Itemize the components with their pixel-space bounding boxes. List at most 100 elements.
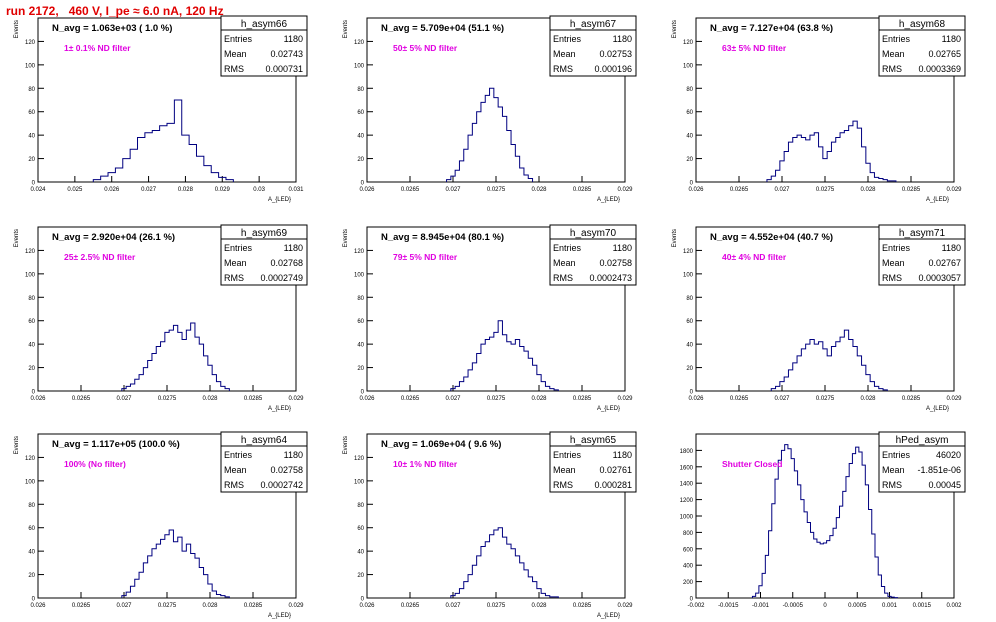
x-tick-label: 0.0265 bbox=[72, 603, 91, 609]
stats-box bbox=[549, 15, 637, 77]
x-tick-label: 0.026 bbox=[359, 396, 375, 402]
x-tick-label: 0.026 bbox=[30, 396, 46, 402]
stats-key: RMS bbox=[553, 64, 573, 74]
x-tick-label: 0.028 bbox=[860, 396, 876, 402]
y-axis-label: Events bbox=[14, 436, 20, 454]
x-tick-label: 0.0285 bbox=[244, 603, 263, 609]
y-tick-label: 20 bbox=[686, 366, 693, 372]
stats-key: Entries bbox=[882, 243, 911, 253]
x-tick-label: 0.029 bbox=[215, 187, 231, 193]
stats-value: 1180 bbox=[613, 243, 632, 253]
y-tick-label: 1200 bbox=[680, 498, 694, 504]
x-tick-label: 0.026 bbox=[688, 187, 704, 193]
stats-value: 46020 bbox=[936, 450, 961, 460]
x-tick-label: 0.029 bbox=[617, 603, 633, 609]
x-tick-label: 0.028 bbox=[860, 187, 876, 193]
navg-label: N_avg = 5.709e+04 (51.1 %) bbox=[381, 23, 504, 34]
y-tick-label: 100 bbox=[25, 272, 36, 278]
x-tick-label: -0.0015 bbox=[718, 603, 739, 609]
x-tick-label: 0.028 bbox=[202, 396, 218, 402]
y-tick-label: 120 bbox=[354, 40, 365, 46]
stats-key: RMS bbox=[882, 480, 902, 490]
histogram-series-line bbox=[770, 329, 888, 391]
stats-key: Entries bbox=[882, 450, 911, 460]
stats-value: 0.0003369 bbox=[918, 64, 961, 74]
y-tick-label: 20 bbox=[28, 157, 35, 163]
stats-box bbox=[220, 431, 308, 493]
stats-title: h_asym64 bbox=[241, 435, 288, 446]
stats-key: RMS bbox=[224, 64, 244, 74]
stats-value: 0.02765 bbox=[928, 49, 961, 59]
x-tick-label: 0.002 bbox=[946, 603, 962, 609]
histogram-series-line bbox=[450, 527, 559, 598]
x-axis-label: A_{LED} bbox=[268, 197, 291, 203]
x-tick-label: 0.031 bbox=[288, 187, 304, 193]
stats-key: Entries bbox=[224, 450, 253, 460]
stats-key: RMS bbox=[882, 64, 902, 74]
y-tick-label: 40 bbox=[357, 343, 364, 349]
histogram-series-line bbox=[92, 99, 234, 182]
stats-box bbox=[220, 15, 308, 77]
y-tick-label: 0 bbox=[361, 390, 365, 396]
x-tick-label: 0.0015 bbox=[913, 603, 932, 609]
y-tick-label: 80 bbox=[357, 87, 364, 93]
y-tick-label: 120 bbox=[25, 456, 36, 462]
y-tick-label: 120 bbox=[25, 249, 36, 255]
x-tick-label: 0.0285 bbox=[244, 396, 263, 402]
navg-label: N_avg = 1.069e+04 ( 9.6 %) bbox=[381, 439, 501, 450]
y-tick-label: 200 bbox=[683, 580, 694, 586]
stats-key: RMS bbox=[553, 273, 573, 283]
stats-value: 1180 bbox=[942, 34, 961, 44]
stats-key: Entries bbox=[553, 450, 582, 460]
stats-value: 0.02758 bbox=[599, 258, 632, 268]
x-tick-label: 0.027 bbox=[445, 187, 461, 193]
histogram-panel-h_asym64: 0 20 40 60 80 100 120 0.026 0.0265 0.027 0.0275 0.0… bbox=[14, 431, 308, 619]
histogram-panel-h_asym65: 0 20 40 60 80 100 120 0.026 0.0265 0.027 0.0275 0.0… bbox=[343, 431, 637, 619]
stats-box bbox=[878, 431, 966, 493]
y-tick-label: 120 bbox=[354, 456, 365, 462]
x-tick-label: 0.027 bbox=[774, 187, 790, 193]
stats-key: Mean bbox=[882, 465, 905, 475]
stats-title: h_asym69 bbox=[241, 228, 288, 239]
stats-value: 1180 bbox=[284, 243, 303, 253]
y-tick-label: 60 bbox=[357, 110, 364, 116]
y-tick-label: 1000 bbox=[680, 515, 694, 521]
navg-label: N_avg = 7.127e+04 (63.8 %) bbox=[710, 23, 833, 34]
y-tick-label: 100 bbox=[354, 479, 365, 485]
y-tick-label: 120 bbox=[25, 40, 36, 46]
stats-value: 0.02743 bbox=[270, 49, 303, 59]
x-tick-label: 0.028 bbox=[178, 187, 194, 193]
y-tick-label: 60 bbox=[357, 526, 364, 532]
histogram-series-line bbox=[121, 529, 230, 598]
y-tick-label: 80 bbox=[686, 87, 693, 93]
stats-value: 1180 bbox=[613, 34, 632, 44]
y-tick-label: 60 bbox=[357, 319, 364, 325]
x-tick-label: 0.0275 bbox=[158, 396, 177, 402]
y-axis-label: Events bbox=[672, 20, 678, 38]
x-tick-label: -0.001 bbox=[752, 603, 770, 609]
stats-value: 0.0003057 bbox=[918, 273, 961, 283]
y-tick-label: 100 bbox=[354, 272, 365, 278]
y-tick-label: 1400 bbox=[680, 482, 694, 488]
stats-box bbox=[549, 431, 637, 493]
y-tick-label: 120 bbox=[683, 249, 694, 255]
stats-key: Mean bbox=[882, 258, 905, 268]
histogram-panel-h_asym66: 0 20 40 60 80 100 120 0.024 0.025 0.026 0.027 0.028… bbox=[14, 15, 308, 203]
x-tick-label: 0.0285 bbox=[573, 603, 592, 609]
x-tick-label: 0.0285 bbox=[902, 187, 921, 193]
y-tick-label: 0 bbox=[690, 597, 694, 603]
filter-label: 79± 5% ND filter bbox=[393, 252, 458, 262]
y-tick-label: 0 bbox=[32, 390, 36, 396]
x-tick-label: 0.029 bbox=[617, 396, 633, 402]
filter-label: 1± 0.1% ND filter bbox=[64, 43, 131, 53]
x-axis-label: A_{LED} bbox=[597, 613, 620, 619]
y-tick-label: 60 bbox=[28, 319, 35, 325]
stats-key: Mean bbox=[553, 258, 576, 268]
y-tick-label: 40 bbox=[686, 134, 693, 140]
stats-key: Mean bbox=[224, 465, 247, 475]
stats-key: RMS bbox=[224, 273, 244, 283]
stats-title: h_asym66 bbox=[241, 19, 288, 30]
x-tick-label: 0.0005 bbox=[848, 603, 867, 609]
x-tick-label: 0.026 bbox=[359, 603, 375, 609]
stats-value: 0.000196 bbox=[594, 64, 632, 74]
